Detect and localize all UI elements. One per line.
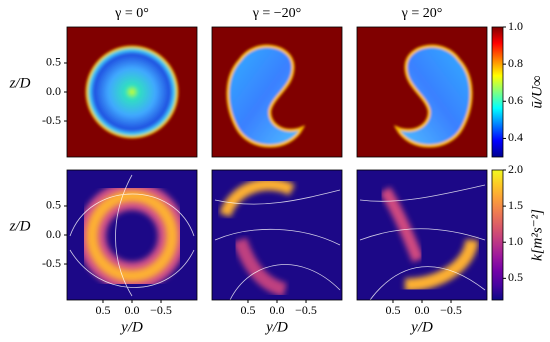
colorbar — [491, 26, 504, 158]
axes-frame — [211, 26, 343, 158]
colorbar-label: ū/U∞ — [529, 75, 545, 109]
x-tick-label: 0.0 — [415, 303, 430, 317]
colorbar-tick-label: 2.0 — [508, 162, 523, 176]
x-tick-label: −0.5 — [440, 303, 462, 317]
colorbar — [491, 169, 504, 301]
panel-title: γ = 20° — [401, 6, 443, 21]
colorbar-tick-label: 0.4 — [508, 130, 523, 144]
x-tick-label: 0.0 — [125, 303, 140, 317]
y-tick-label: 0.0 — [46, 84, 61, 98]
panel-title: γ = −20° — [252, 6, 302, 21]
x-axis-label: y/D — [264, 319, 288, 335]
colorbar-label: k[m²s⁻²] — [529, 209, 545, 261]
y-tick-label: -0.5 — [42, 113, 61, 127]
colorbar-tick-label: 1.0 — [508, 234, 523, 248]
x-tick-label: 0.5 — [95, 303, 110, 317]
y-axis-label: z/D — [9, 75, 31, 91]
colorbar-tick-label: 1.0 — [508, 19, 523, 33]
x-tick-label: 0.5 — [385, 303, 400, 317]
colorbar-tick-label: 0.6 — [508, 93, 523, 107]
y-tick-label: 0.5 — [46, 198, 61, 212]
x-tick-label: −0.5 — [295, 303, 317, 317]
x-tick-label: −0.5 — [150, 303, 172, 317]
colorbar-tick-label: 0.5 — [508, 270, 523, 284]
x-axis-label: y/D — [409, 319, 433, 335]
y-tick-label: 0.5 — [46, 55, 61, 69]
axes-frame — [356, 26, 488, 158]
panel-title: γ = 0° — [114, 6, 149, 21]
x-axis-label: y/D — [119, 319, 143, 335]
y-tick-label: 0.0 — [46, 227, 61, 241]
y-tick-label: -0.5 — [42, 256, 61, 270]
y-axis-label: z/D — [9, 218, 31, 234]
colorbar-tick-label: 0.8 — [508, 56, 523, 70]
x-tick-label: 0.0 — [270, 303, 285, 317]
x-tick-label: 0.5 — [240, 303, 255, 317]
field-images — [67, 27, 487, 300]
colorbar-tick-label: 1.5 — [508, 198, 523, 212]
